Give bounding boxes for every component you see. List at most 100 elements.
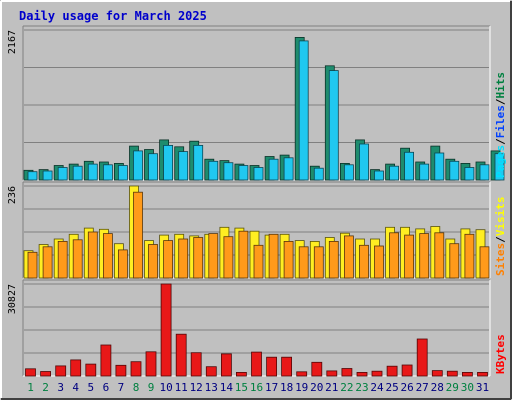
bar-sites-day-13 bbox=[208, 233, 219, 279]
x-tick-label-day-31: 31 bbox=[476, 381, 489, 394]
bar-sites-day-27 bbox=[419, 233, 430, 279]
x-tick-label-day-10: 10 bbox=[159, 381, 172, 394]
bar-pages-day-31 bbox=[479, 164, 490, 181]
bar-sites-day-8 bbox=[133, 191, 143, 279]
bar-pages-day-9 bbox=[148, 153, 158, 181]
x-tick-label-day-19: 19 bbox=[295, 381, 308, 394]
bar-sites-day-21 bbox=[328, 240, 339, 279]
bar-pages-day-18 bbox=[283, 157, 294, 181]
bar-pages-day-undefined bbox=[494, 153, 505, 181]
x-tick-label-day-6: 6 bbox=[103, 381, 110, 394]
x-tick-label-day-5: 5 bbox=[87, 381, 94, 394]
bar-pages-day-17 bbox=[268, 158, 279, 181]
x-tick-label-day-4: 4 bbox=[72, 381, 79, 394]
bar-sites-day-18 bbox=[283, 240, 294, 279]
bar-kbytes-day-30 bbox=[461, 371, 473, 377]
bar-kbytes-day-22 bbox=[341, 368, 353, 377]
x-tick-label-day-28: 28 bbox=[431, 381, 444, 394]
bar-pages-day-3 bbox=[57, 167, 68, 181]
bar-sites-day-3 bbox=[57, 240, 68, 279]
x-tick-label-day-26: 26 bbox=[400, 381, 413, 394]
x-tick-label-day-24: 24 bbox=[370, 381, 384, 394]
chart-title: Daily usage for March 2025 bbox=[19, 9, 207, 23]
legend-item-files: Files bbox=[494, 105, 507, 138]
x-tick-label-day-30: 30 bbox=[461, 381, 474, 394]
bar-sites-day-6 bbox=[103, 233, 113, 279]
bar-sites-day-7 bbox=[118, 249, 128, 279]
bar-sites-day-5 bbox=[87, 231, 98, 279]
bar-kbytes-day-2 bbox=[40, 371, 51, 377]
bar-pages-day-6 bbox=[103, 164, 113, 181]
bar-sites-day-20 bbox=[313, 246, 324, 279]
bar-sites-day-30 bbox=[464, 233, 475, 279]
bar-kbytes-day-25 bbox=[386, 365, 398, 377]
bar-pages-day-10 bbox=[163, 144, 174, 181]
bar-sites-day-9 bbox=[148, 244, 158, 279]
y-max-label-sites-visits: 236 bbox=[7, 186, 18, 204]
y-max-label-kbytes: 30827 bbox=[7, 284, 18, 314]
x-tick-label-day-23: 23 bbox=[355, 381, 368, 394]
legend-item-kbytes: KBytes bbox=[494, 334, 507, 374]
bar-kbytes-day-28 bbox=[431, 370, 443, 377]
bar-sites-day-15 bbox=[238, 230, 249, 279]
bar-pages-day-16 bbox=[253, 167, 264, 181]
bar-sites-day-26 bbox=[404, 234, 415, 279]
legend-sites-visits: Sites/Visits bbox=[494, 197, 507, 277]
bar-kbytes-day-12 bbox=[190, 352, 202, 377]
bar-sites-day-2 bbox=[42, 246, 53, 279]
bar-kbytes-day-31 bbox=[477, 371, 488, 377]
bar-kbytes-day-20 bbox=[311, 361, 323, 377]
bar-sites-day-17 bbox=[268, 233, 279, 279]
bar-sites-day-28 bbox=[434, 232, 445, 279]
bar-pages-day-7 bbox=[118, 165, 128, 181]
x-tick-label-day-16: 16 bbox=[250, 381, 263, 394]
bar-kbytes-day-23 bbox=[356, 371, 368, 377]
bar-pages-day-30 bbox=[464, 167, 475, 181]
bar-kbytes-day-1 bbox=[25, 368, 36, 377]
bar-kbytes-day-27 bbox=[416, 338, 428, 377]
bar-pages-day-24 bbox=[374, 170, 384, 181]
bar-pages-day-14 bbox=[223, 162, 234, 181]
bar-kbytes-day-29 bbox=[446, 370, 458, 377]
bar-pages-day-12 bbox=[193, 144, 204, 181]
x-tick-label-day-9: 9 bbox=[148, 381, 155, 394]
bar-sites-day-23 bbox=[359, 244, 369, 279]
bar-pages-day-5 bbox=[87, 163, 98, 181]
bar-pages-day-4 bbox=[72, 165, 83, 181]
bar-pages-day-23 bbox=[359, 143, 369, 181]
x-tick-label-day-11: 11 bbox=[175, 381, 188, 394]
bar-sites-day-31 bbox=[479, 246, 490, 279]
bar-pages-day-15 bbox=[238, 165, 249, 181]
bar-pages-day-22 bbox=[343, 164, 354, 181]
bar-kbytes-day-14 bbox=[220, 353, 232, 377]
x-tick-label-day-15: 15 bbox=[235, 381, 248, 394]
bar-sites-day-10 bbox=[163, 240, 174, 279]
legend-item-separator-1: / bbox=[494, 236, 507, 243]
bar-sites-day-24 bbox=[374, 245, 384, 279]
bar-sites-day-25 bbox=[389, 232, 400, 279]
legend-item-pages: Pages bbox=[494, 145, 507, 178]
bar-sites-day-1 bbox=[27, 251, 38, 279]
bar-sites-day-11 bbox=[178, 238, 189, 279]
bar-kbytes-day-21 bbox=[326, 370, 338, 377]
bar-sites-day-16 bbox=[253, 244, 264, 279]
bar-kbytes-day-13 bbox=[205, 366, 217, 377]
bar-kbytes-day-26 bbox=[401, 364, 413, 377]
bar-sites-day-29 bbox=[449, 243, 460, 279]
x-tick-label-day-22: 22 bbox=[340, 381, 353, 394]
x-tick-label-day-14: 14 bbox=[220, 381, 234, 394]
x-tick-label-day-27: 27 bbox=[416, 381, 429, 394]
bar-pages-day-26 bbox=[404, 151, 415, 181]
bar-pages-day-2 bbox=[42, 170, 53, 181]
bar-kbytes-day-7 bbox=[115, 364, 127, 377]
legend-item-separator-1: / bbox=[494, 138, 507, 145]
bar-kbytes-day-24 bbox=[371, 370, 383, 377]
bar-kbytes-day-16 bbox=[251, 351, 262, 377]
legend-item-separator-3: / bbox=[494, 98, 507, 105]
legend-item-sites: Sites bbox=[494, 243, 507, 276]
x-tick-label-day-8: 8 bbox=[133, 381, 140, 394]
bar-pages-day-1 bbox=[27, 171, 38, 181]
bar-pages-day-20 bbox=[313, 167, 324, 181]
bar-kbytes-day-4 bbox=[70, 359, 82, 377]
